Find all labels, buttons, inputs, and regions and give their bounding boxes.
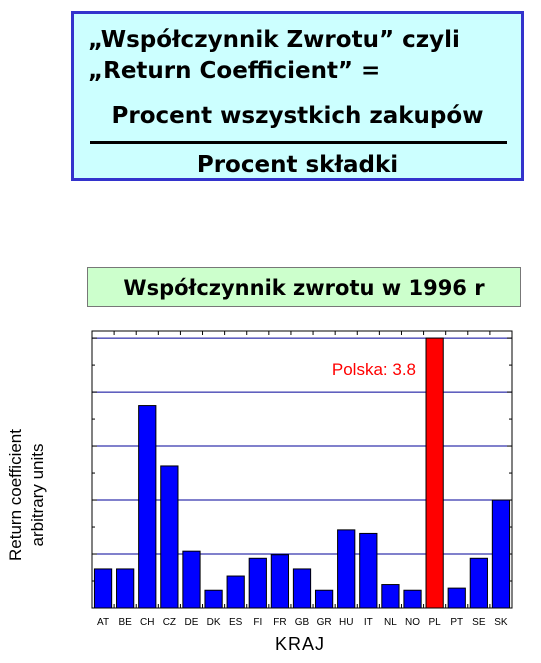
bar-no [403,589,422,609]
y-axis-label-line-1: Return coefficient [6,429,25,561]
chart-title: Współczynnik zwrotu w 1996 r [87,267,521,307]
bar-be [116,568,135,609]
bar-chart: AT BE CH CZ DE DK ES FI FR GB GR HU IT NL NO PL PT SE SK Po… [91,330,513,628]
bar-ch [138,405,157,609]
formula-box: „Współczynnik Zwrotu” czyli „Return Coef… [71,11,524,181]
bar-gb [292,568,312,609]
x-tick-label-pt: PT [450,617,463,628]
x-tick-label-de: DE [185,617,199,628]
formula-line-2: „Return Coefficient” = [88,58,381,84]
x-axis-label: KRAJ [274,634,326,654]
x-tick-label-nl: NL [384,617,397,628]
y-axis-label-line-2: arbitrary units [28,443,47,547]
x-tick-label-no: NO [405,617,420,628]
x-tick-label-ch: CH [140,617,154,628]
x-tick-label-sk: SK [494,617,508,628]
bar-at [93,568,113,609]
bar-pl [425,337,444,609]
bar-cz [160,465,179,609]
x-tick-label-se: SE [472,617,486,628]
x-tick-label-es: ES [229,617,243,628]
bar-fi [248,557,267,609]
bar-it [359,532,378,609]
highlight-annotation: Polska: 3.8 [332,360,416,379]
bar-hu [337,529,356,609]
bar-fr [270,554,290,609]
plot-frame [91,330,513,609]
bar-es [226,575,245,609]
x-tick-label-at: AT [97,617,109,628]
bar-se [469,557,488,609]
x-tick-label-fr: FR [273,617,286,628]
x-tick-label-dk: DK [207,617,221,628]
bar-pt [447,587,466,609]
formula-denominator: Procent składki [196,152,399,178]
bar-gr [314,589,334,609]
bar-de [182,550,201,609]
x-tick-label-fi: FI [253,617,262,628]
x-tick-label-pl: PL [429,617,442,628]
bar-nl [381,584,400,609]
bar-dk [204,589,223,609]
formula-numerator: Procent wszystkich zakupów [111,103,484,129]
x-tick-label-it: IT [364,617,373,628]
formula-line-1: „Współczynnik Zwrotu” czyli [88,27,460,53]
x-tick-label-hu: HU [339,617,353,628]
bar-sk [491,499,511,609]
x-tick-label-cz: CZ [163,617,176,628]
x-tick-label-gb: GB [295,617,310,628]
x-tick-label-be: BE [118,617,132,628]
fraction-bar [90,141,507,144]
x-tick-label-gr: GR [317,617,332,628]
